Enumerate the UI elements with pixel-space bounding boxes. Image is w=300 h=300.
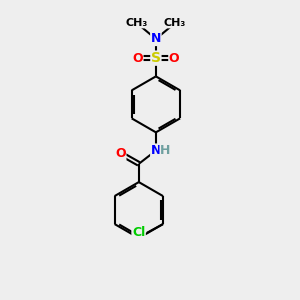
Text: Cl: Cl — [132, 226, 145, 239]
Text: N: N — [151, 32, 161, 46]
Text: O: O — [132, 52, 143, 64]
Text: H: H — [160, 144, 170, 157]
Text: CH₃: CH₃ — [126, 18, 148, 28]
Text: S: S — [151, 51, 161, 65]
Text: N: N — [151, 144, 161, 157]
Text: O: O — [115, 147, 126, 160]
Text: CH₃: CH₃ — [164, 18, 186, 28]
Text: O: O — [169, 52, 179, 64]
